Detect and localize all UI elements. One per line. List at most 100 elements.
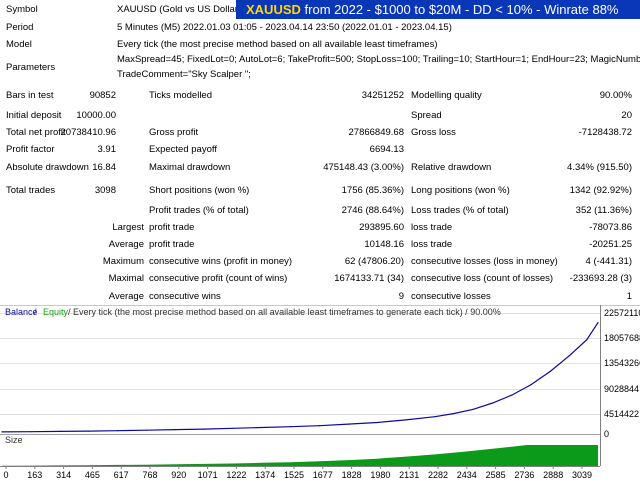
- balance-point: [174, 429, 176, 431]
- x-tick-label: 617: [114, 470, 129, 480]
- x-tick-label: 1071: [198, 470, 218, 480]
- x-tick-label: 1525: [284, 470, 304, 480]
- maximal-cp-label: consecutive profit (count of wins): [149, 273, 288, 284]
- quality-value: 90.00%: [599, 90, 632, 101]
- params-line2: TradeComment="Sky Scalper ";: [117, 69, 251, 80]
- legend-sep: /: [34, 307, 37, 317]
- largest-pt-value: 293895.60: [359, 222, 404, 233]
- size-area: [2, 445, 598, 466]
- balance-point: [549, 370, 551, 372]
- promo-banner: XAUUSD from 2022 - $1000 to $20M - DD < …: [236, 0, 640, 19]
- y-tick-labels: 22572110 18057688 13543266 9028844 4514422 0: [604, 308, 640, 439]
- long-label: Long positions (won %): [411, 185, 510, 196]
- params-line1-row: MaxSpread=45; FixedLot=0; AutoLot=6; Tak…: [0, 52, 640, 68]
- size-label: Size: [5, 435, 23, 445]
- balance-point: [347, 423, 349, 425]
- legend-description: / Every tick (the most precise method ba…: [68, 307, 501, 317]
- model-label: Model: [6, 39, 32, 50]
- balance-point: [290, 426, 292, 428]
- balance-points: [1, 322, 599, 433]
- largest-lt-value: -78073.86: [589, 222, 632, 233]
- legend-balance: Balance: [5, 307, 38, 317]
- average-pt-label: profit trade: [149, 239, 195, 250]
- x-tick-label: 1374: [255, 470, 275, 480]
- payoff-label: Expected payoff: [149, 144, 217, 155]
- payoff-value: 6694.13: [369, 144, 404, 155]
- row-netprofit: Total net profit 20738410.96 Gross profi…: [0, 125, 640, 141]
- ticks-label: Ticks modelled: [149, 90, 213, 101]
- balance-point: [405, 419, 407, 421]
- row-params: Parameters: [0, 60, 640, 76]
- row-average: Average profit trade 10148.16 loss trade…: [0, 237, 640, 253]
- netprofit-value: 20738410.96: [60, 127, 116, 138]
- x-tick-label: 768: [142, 470, 157, 480]
- symbol-label: Symbol: [6, 4, 38, 15]
- quality-label: Modelling quality: [411, 90, 482, 101]
- banner-symbol: XAUUSD: [246, 2, 301, 17]
- balance-point: [568, 355, 571, 357]
- short-value: 1756 (85.36%): [341, 185, 404, 196]
- y-tick-label: 18057688: [604, 333, 640, 343]
- x-tick-label: 1828: [342, 470, 362, 480]
- x-tick-label: 1222: [226, 470, 246, 480]
- maximum-label: Maximum: [102, 256, 144, 267]
- pf-label: Profit factor: [6, 144, 55, 155]
- x-tick-label: 2131: [399, 470, 419, 480]
- spread-label: Spread: [411, 110, 442, 121]
- x-tick-label: 163: [27, 470, 42, 480]
- balance-point: [232, 427, 234, 429]
- x-tick-label: 920: [171, 470, 186, 480]
- symbol-value: XAUUSD (Gold vs US Dollar ): [117, 4, 244, 15]
- avg-cl-value: 1: [626, 291, 632, 302]
- legend: Balance / Equity / Every tick (the most …: [5, 307, 501, 317]
- balance-point: [597, 322, 599, 324]
- avg-cl-label: consecutive losses: [411, 291, 491, 302]
- max-cl-label: consecutive losses (loss in money): [411, 256, 558, 267]
- balance-point: [511, 394, 513, 396]
- x-tick-label: 1980: [370, 470, 390, 480]
- model-value: Every tick (the most precise method base…: [117, 39, 438, 50]
- short-label: Short positions (won %): [149, 185, 250, 196]
- balance-chart: Balance / Equity / Every tick (the most …: [0, 305, 640, 480]
- balance-point: [530, 384, 532, 386]
- row-avg-consec: Average consecutive wins 9 consecutive l…: [0, 289, 640, 305]
- bars-label: Bars in test: [6, 90, 54, 101]
- grossloss-value: -7128438.72: [578, 127, 632, 138]
- maximal-label: Maximal: [108, 273, 144, 284]
- y-tick-label: 0: [604, 429, 609, 439]
- row-maximal: Maximal consecutive profit (count of win…: [0, 271, 640, 287]
- balance-point: [30, 431, 32, 433]
- row-pt: Profit trades (% of total) 2746 (88.64%)…: [0, 203, 640, 219]
- balance-point: [586, 339, 588, 341]
- maximal-cl-value: -233693.28 (3): [569, 273, 632, 284]
- row-bars: Bars in test 90852 Ticks modelled 342512…: [0, 88, 640, 104]
- balance-point: [88, 430, 90, 432]
- y-tick-label: 13543266: [604, 358, 640, 368]
- average-label: Average: [108, 239, 144, 250]
- balance-point: [203, 428, 205, 430]
- balance-point: [145, 429, 147, 431]
- reldd-label: Relative drawdown: [411, 162, 492, 173]
- x-tick-label: 0: [3, 470, 8, 480]
- row-largest: Largest profit trade 293895.60 loss trad…: [0, 220, 640, 236]
- pt-value: 2746 (88.64%): [341, 205, 404, 216]
- average-pt-value: 10148.16: [364, 239, 404, 250]
- absdd-label: Absolute drawdown: [6, 162, 89, 173]
- largest-label: Largest: [112, 222, 144, 233]
- row-period: Period 5 Minutes (M5) 2022.01.03 01:05 -…: [0, 20, 640, 36]
- spread-value: 20: [621, 110, 632, 121]
- largest-lt-label: loss trade: [411, 222, 453, 233]
- x-tick-label: 2888: [543, 470, 563, 480]
- trades-value: 3098: [94, 185, 116, 196]
- x-tick-label: 2434: [457, 470, 477, 480]
- balance-point: [492, 402, 494, 404]
- pt-label: Profit trades (% of total): [149, 205, 249, 216]
- max-cw-label: consecutive wins (profit in money): [149, 256, 293, 267]
- x-tick-label: 2282: [428, 470, 448, 480]
- maxdd-value: 475148.43 (3.00%): [323, 162, 404, 173]
- row-pf: Profit factor 3.91 Expected payoff 6694.…: [0, 142, 640, 158]
- balance-point: [261, 426, 263, 429]
- x-tick-label: 2736: [514, 470, 534, 480]
- x-tick-label: 1677: [313, 470, 333, 480]
- trades-label: Total trades: [6, 185, 56, 196]
